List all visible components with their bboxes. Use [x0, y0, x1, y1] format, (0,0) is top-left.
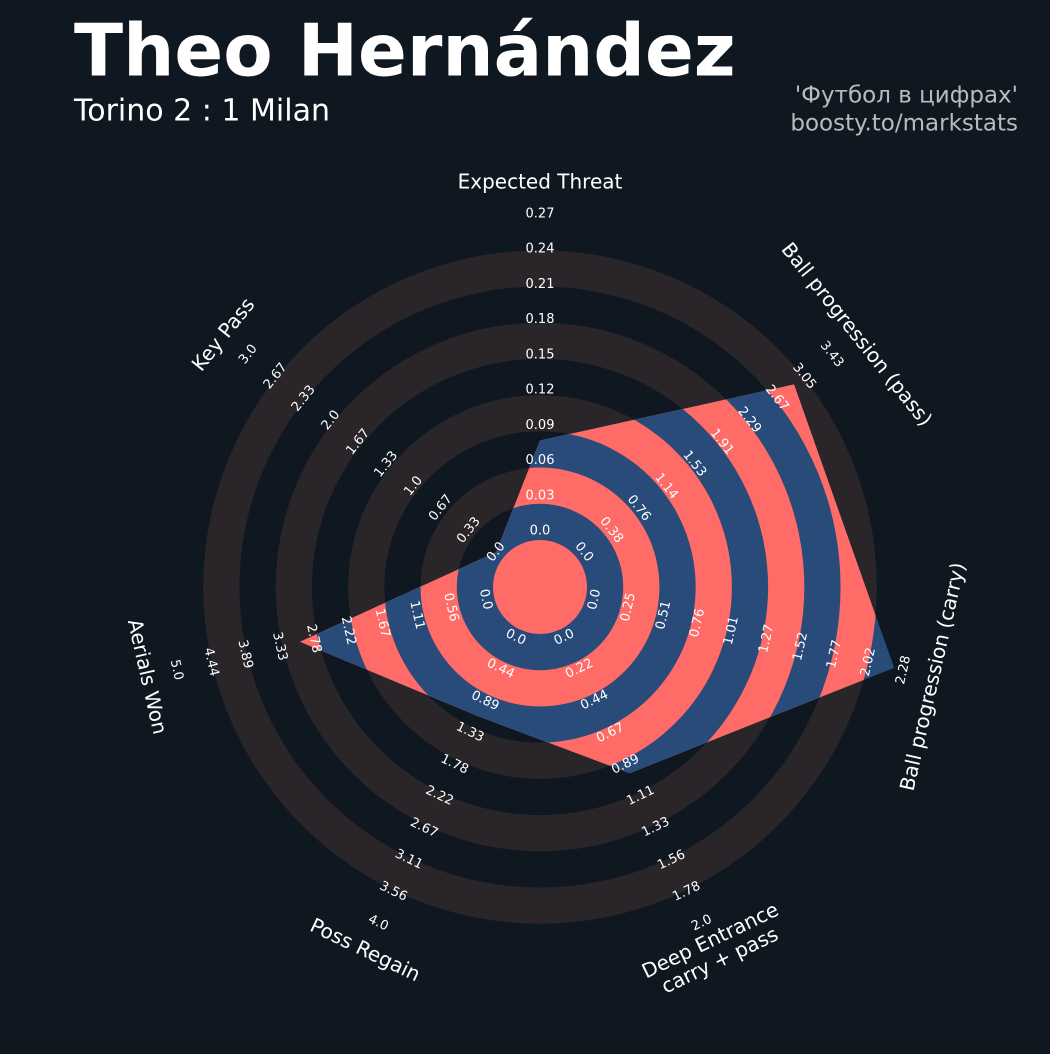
credit: boosty.to/markstats: [790, 111, 1018, 137]
tick-label: 0.0: [530, 524, 551, 539]
tick-label: 1.67: [372, 607, 393, 639]
tick-label: 3.33: [269, 631, 290, 663]
tick-label: 0.76: [687, 607, 708, 639]
tick-label: 4.0: [366, 912, 391, 934]
ring-highlight-center: [493, 540, 587, 634]
tick-label: 0.25: [618, 591, 639, 623]
tick-label: 3.89: [234, 639, 255, 671]
tick-label: 0.15: [526, 347, 555, 362]
tick-label: 0.0: [585, 588, 604, 612]
chart-title: Theo Hernández: [74, 9, 736, 93]
tick-label: 0.12: [526, 383, 555, 398]
tick-label: 1.77: [824, 638, 845, 670]
axis-label: Aerials Won: [123, 617, 173, 737]
axis-label: Expected Threat: [458, 170, 623, 194]
tick-label: 2.28: [893, 654, 914, 686]
tick-label: 0.27: [526, 207, 555, 222]
tick-label: 0.21: [526, 277, 555, 292]
tick-label: 2.22: [338, 615, 359, 647]
tick-label: 1.27: [756, 623, 777, 655]
axis-label: Deep Entrancecarry + pass: [638, 897, 792, 1003]
tick-label: 0.51: [653, 599, 674, 631]
tick-label: 0.18: [526, 312, 555, 327]
tick-label: 1.52: [790, 631, 811, 663]
tick-label: 1.01: [721, 615, 742, 647]
tick-label: 1.11: [406, 599, 427, 631]
tick-label: 0.03: [526, 488, 555, 503]
tick-label: 0.06: [526, 453, 555, 468]
tick-label: 3.43: [817, 338, 847, 370]
tick-label: 0.56: [440, 592, 461, 624]
tick-label: 0.09: [526, 418, 555, 433]
tick-label: 2.02: [858, 646, 879, 678]
chart-subtitle: Torino 2 : 1 Milan: [73, 94, 330, 129]
tick-label: 3.0: [236, 342, 261, 368]
tick-label: 0.24: [526, 242, 555, 257]
tick-label: 0.0: [476, 588, 495, 612]
tick-label: 2.78: [303, 623, 324, 655]
tick-label: 5.0: [167, 658, 186, 682]
tick-label: 4.44: [200, 646, 221, 678]
credit: 'Футбол в цифрах': [795, 83, 1018, 109]
